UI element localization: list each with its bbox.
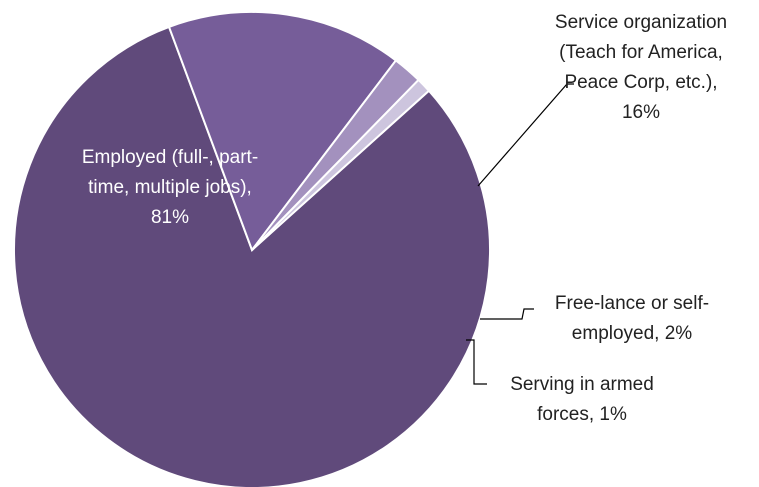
data-label-line: employed, 2% [572, 323, 693, 344]
leader-line-3 [466, 339, 487, 385]
data-label-0: Employed (full-, part-time, multiple job… [82, 147, 258, 228]
data-label-line: 81% [151, 207, 189, 228]
data-label-line: Serving in armed [510, 374, 654, 395]
data-label-line: Service organization [555, 12, 727, 33]
pie-slice-1 [167, 11, 398, 253]
data-label-line: Peace Corp, etc.), [564, 72, 717, 93]
data-label-line: Free-lance or self- [555, 293, 709, 314]
leader-lines [466, 83, 574, 385]
data-label-3: Serving in armed forces, 1% [510, 374, 654, 425]
data-label-line: 16% [622, 102, 660, 123]
pie-slice-3 [251, 78, 431, 251]
data-label-2: Free-lance or self-employed, 2% [555, 293, 709, 344]
data-label-1: Service organization (Teach for America, P… [555, 12, 727, 123]
pie-slice-0 [13, 25, 491, 487]
data-label-line: Employed (full-, part- [82, 147, 258, 168]
leader-line-1 [477, 83, 574, 187]
pie-slices [13, 11, 491, 487]
leader-line-2 [480, 308, 534, 320]
data-label-line: forces, 1% [537, 404, 627, 425]
data-label-line: time, multiple jobs), [88, 177, 252, 198]
data-labels: Employed (full-, part-time, multiple job… [82, 12, 727, 425]
data-label-line: (Teach for America, [559, 42, 723, 63]
